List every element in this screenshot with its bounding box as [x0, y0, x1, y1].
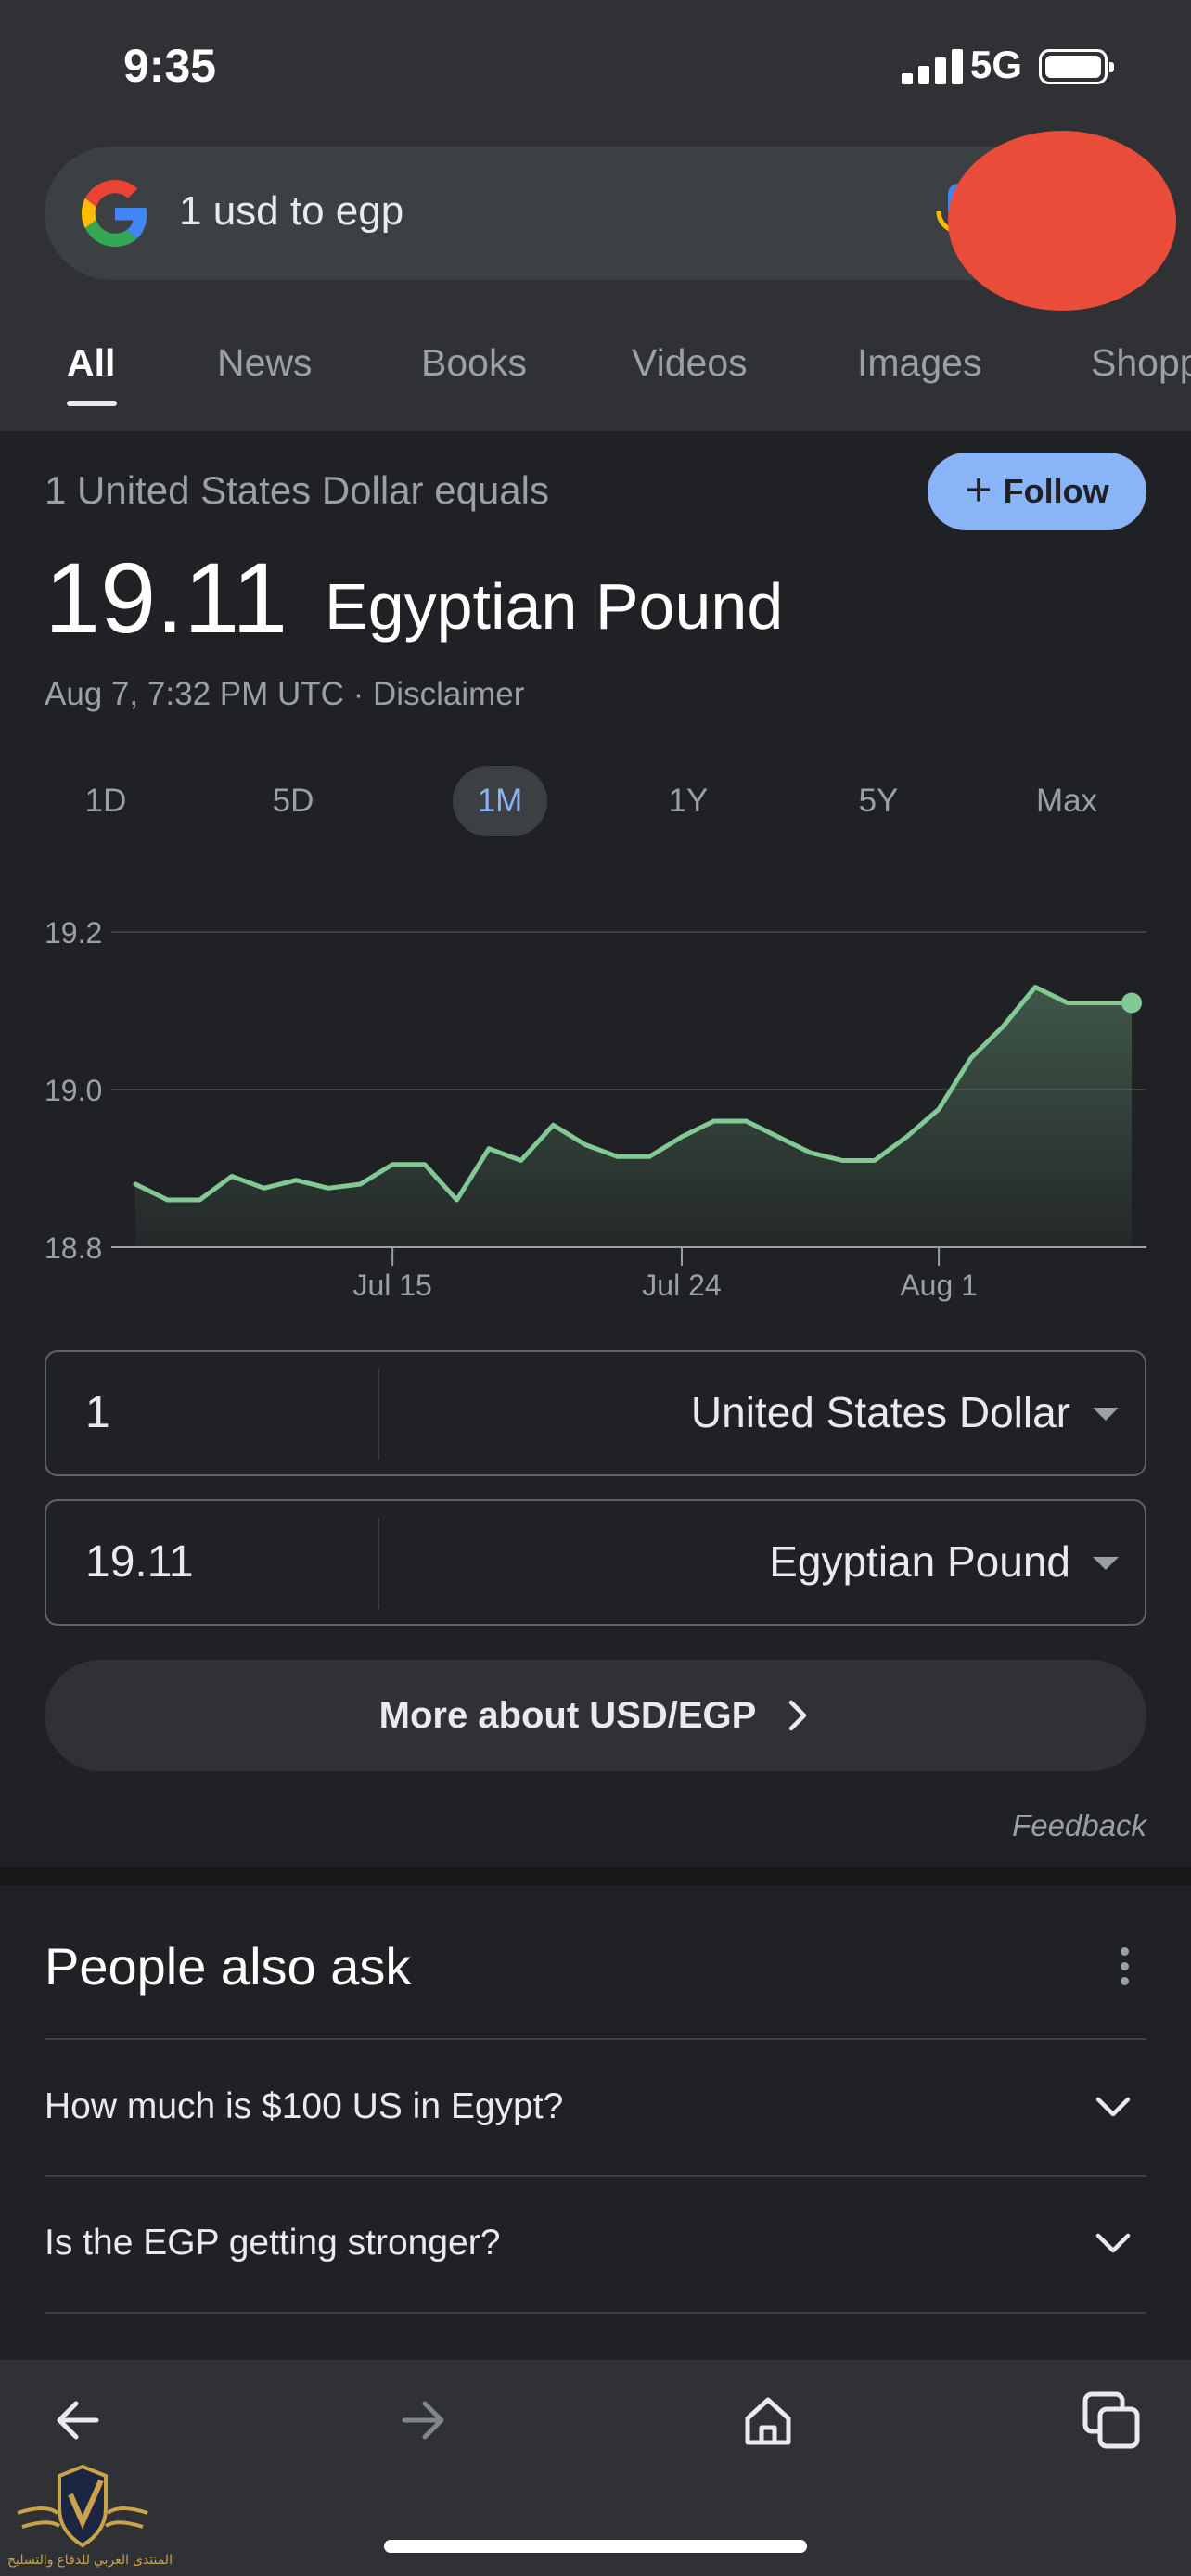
home-indicator: [384, 2540, 807, 2553]
series-line: [133, 985, 1134, 1203]
chevron-down-icon[interactable]: [1093, 2094, 1133, 2122]
follow-button[interactable]: + Follow: [928, 453, 1146, 530]
period-1y[interactable]: 1Y: [668, 783, 709, 819]
more-about-label: More about USD/EGP: [378, 1694, 757, 1736]
rate-value: 19.11: [45, 542, 288, 654]
question-2[interactable]: Is the EGP getting stronger?: [45, 2223, 501, 2263]
signal-icon: [902, 49, 967, 84]
divider: [45, 2312, 1146, 2314]
period-max[interactable]: Max: [1035, 783, 1098, 819]
watermark-text: المنتدى العربي للدفاع والتسليح: [7, 2552, 173, 2567]
timestamp-text: Aug 7, 7:32 PM UTC ·: [45, 676, 374, 712]
active-tab-indicator: [67, 401, 117, 406]
battery-icon: [1039, 49, 1114, 84]
x-tick-label: Aug 1: [900, 1269, 978, 1302]
x-tick-label: Jul 15: [352, 1269, 431, 1302]
disclaimer-link[interactable]: Disclaimer: [373, 676, 525, 712]
tab-videos[interactable]: Videos: [632, 341, 748, 384]
period-selector: 1D 5D 1M 1Y 5Y Max: [45, 766, 1146, 836]
from-divider: [378, 1369, 379, 1460]
x-tick-label: Jul 24: [642, 1269, 721, 1302]
rate-chart[interactable]: 19.2 19.0 18.8 Jul 15 Jul 24 Aug 1: [0, 890, 1191, 1317]
chevron-down-icon[interactable]: [1093, 2230, 1133, 2258]
period-1d[interactable]: 1D: [84, 783, 127, 819]
from-amount-input[interactable]: 1: [85, 1388, 110, 1437]
to-amount-input[interactable]: 19.11: [85, 1537, 194, 1587]
tabs-icon[interactable]: [1082, 2391, 1141, 2450]
from-currency-box[interactable]: 1 United States Dollar: [45, 1350, 1146, 1476]
divider: [45, 2175, 1146, 2177]
section-separator: [0, 1867, 1191, 1885]
to-divider: [378, 1518, 379, 1609]
header: 9:35 5G 1 usd to egp All News Books Vide…: [0, 0, 1191, 431]
tab-news[interactable]: News: [217, 341, 313, 384]
home-icon[interactable]: [738, 2391, 798, 2450]
follow-label: Follow: [1003, 472, 1109, 510]
status-time: 9:35: [123, 40, 217, 92]
equals-text: 1 United States Dollar equals: [45, 468, 549, 512]
chevron-down-icon[interactable]: [1093, 1408, 1119, 1421]
divider: [45, 2038, 1146, 2040]
tab-shopping[interactable]: Shopp: [1091, 341, 1191, 384]
people-also-ask-title: People also ask: [45, 1937, 412, 1996]
period-5y[interactable]: 5Y: [858, 783, 899, 819]
feedback-link[interactable]: Feedback: [1012, 1808, 1146, 1843]
rate-currency: Egyptian Pound: [325, 570, 784, 643]
y-tick-label: 19.2: [45, 916, 102, 950]
plus-icon: +: [965, 464, 992, 516]
search-tabs: All News Books Videos Images Shopp: [0, 334, 1191, 427]
question-1[interactable]: How much is $100 US in Egypt?: [45, 2086, 564, 2126]
y-tick-label: 19.0: [45, 1074, 102, 1107]
timestamp: Aug 7, 7:32 PM UTC · Disclaimer: [45, 676, 524, 713]
more-vert-icon[interactable]: [1119, 1947, 1130, 1990]
back-icon[interactable]: [48, 2391, 108, 2450]
chevron-right-icon: [789, 1700, 807, 1731]
from-currency-select[interactable]: United States Dollar: [690, 1388, 1070, 1436]
network-type: 5G: [970, 43, 1023, 86]
tab-all[interactable]: All: [67, 341, 116, 384]
to-currency-box[interactable]: 19.11 Egyptian Pound: [45, 1499, 1146, 1626]
watermark-logo: [17, 2464, 148, 2548]
latest-point: [1121, 992, 1142, 1014]
more-about-button[interactable]: More about USD/EGP: [45, 1660, 1146, 1771]
period-1m[interactable]: 1M: [453, 766, 547, 836]
forward-icon[interactable]: [393, 2391, 453, 2450]
chart-area: [135, 987, 1132, 1247]
redaction-overlay: [948, 131, 1176, 311]
chevron-down-icon[interactable]: [1093, 1557, 1119, 1570]
period-5d[interactable]: 5D: [272, 783, 314, 819]
to-currency-select[interactable]: Egyptian Pound: [769, 1537, 1070, 1586]
y-tick-label: 18.8: [45, 1231, 102, 1265]
search-query[interactable]: 1 usd to egp: [179, 188, 404, 234]
tab-images[interactable]: Images: [857, 341, 982, 384]
google-logo-icon: [82, 180, 147, 247]
tab-books[interactable]: Books: [421, 341, 527, 384]
